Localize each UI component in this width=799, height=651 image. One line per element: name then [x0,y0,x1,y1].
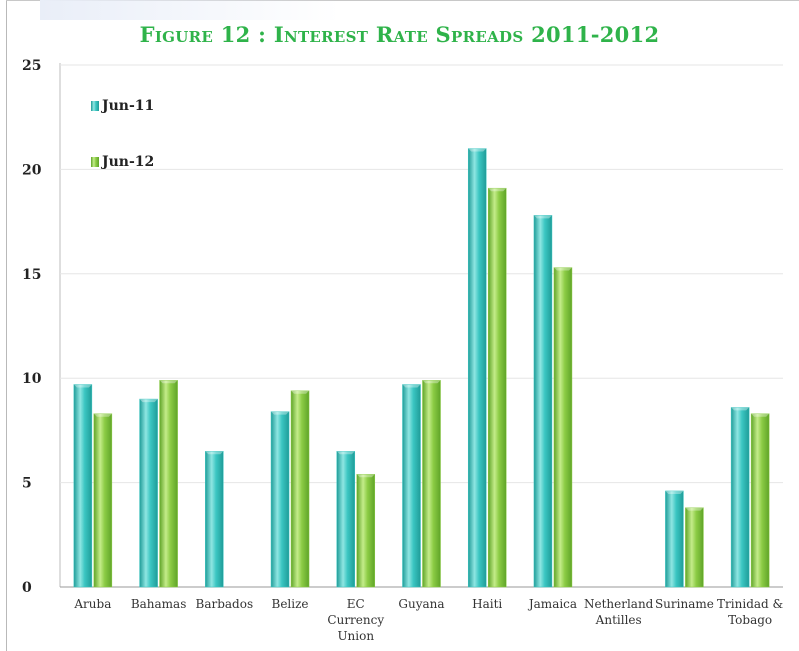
bar-cap [665,490,684,494]
bar-cap [402,384,421,388]
bar-jun-12 [750,413,770,588]
chart-title: Figure 12 : Interest Rate Spreads 2011-2… [139,22,660,47]
bar-cap [488,188,507,192]
bar-jun-11 [73,384,93,588]
bar-cap [553,267,572,271]
bar-cap [751,413,770,417]
bar-jun-12 [553,267,573,588]
bar-jun-11 [665,490,684,588]
bar-jun-12 [93,413,113,588]
x-tick-label: Haiti [472,597,502,611]
legend-label: Jun-12 [100,154,154,170]
bar-cap [73,384,92,388]
frame-left-border [6,0,7,651]
bar-cap [731,407,750,411]
bar-jun-11 [205,451,224,588]
y-tick-label: 25 [22,58,41,74]
legend-swatch [91,157,99,167]
x-tick-label: Guyana [398,597,444,611]
bar-cap [533,215,552,219]
y-tick-label: 0 [22,580,32,596]
y-tick-label: 10 [22,371,42,387]
y-tick-label: 20 [22,162,42,178]
bar-cap [271,411,290,415]
bar-cap [159,380,178,384]
bar-cap [139,399,158,403]
bar-jun-11 [730,407,750,588]
title-background-band [40,0,340,20]
bar-jun-12 [159,380,178,588]
bar-jun-12 [422,380,441,588]
x-tick-label: Tobago [728,613,772,627]
x-tick-label: EC [347,597,365,611]
bar-jun-11 [139,398,158,588]
bar-cap [291,390,310,394]
bar-jun-12 [487,187,507,588]
x-tick-label: Belize [272,597,309,611]
bar-jun-11 [533,215,553,588]
bar-jun-11 [270,411,290,588]
x-tick-label: Jamaica [527,597,577,611]
bar-jun-11 [467,148,487,588]
bar-cap [356,474,375,478]
bar-cap [93,413,112,417]
y-tick-label: 15 [22,267,41,283]
bar-cap [422,380,441,384]
x-tick-label: Barbados [196,597,254,611]
bar-cap [468,148,487,152]
bar-cap [205,451,224,455]
x-tick-label: Suriname [655,597,714,611]
x-tick-label: Trinidad & [717,597,783,611]
bar-jun-12 [685,507,704,588]
bar-cap [685,507,704,511]
bar-jun-12 [290,390,310,588]
y-tick-label: 5 [22,476,32,492]
x-tick-label: Antilles [595,613,642,627]
x-tick-label: Netherland [584,597,654,611]
x-tick-label: Currency [327,613,384,627]
frame-top-border [6,0,799,1]
legend-swatch [91,101,99,111]
x-tick-label: Union [337,629,374,643]
bar-cap [336,451,355,455]
legend-label: Jun-11 [100,98,154,114]
bar-jun-12 [356,473,376,588]
bar-jun-11 [402,384,421,588]
x-tick-label: Aruba [73,597,111,611]
x-tick-label: Bahamas [131,597,187,611]
bar-jun-11 [336,451,356,588]
